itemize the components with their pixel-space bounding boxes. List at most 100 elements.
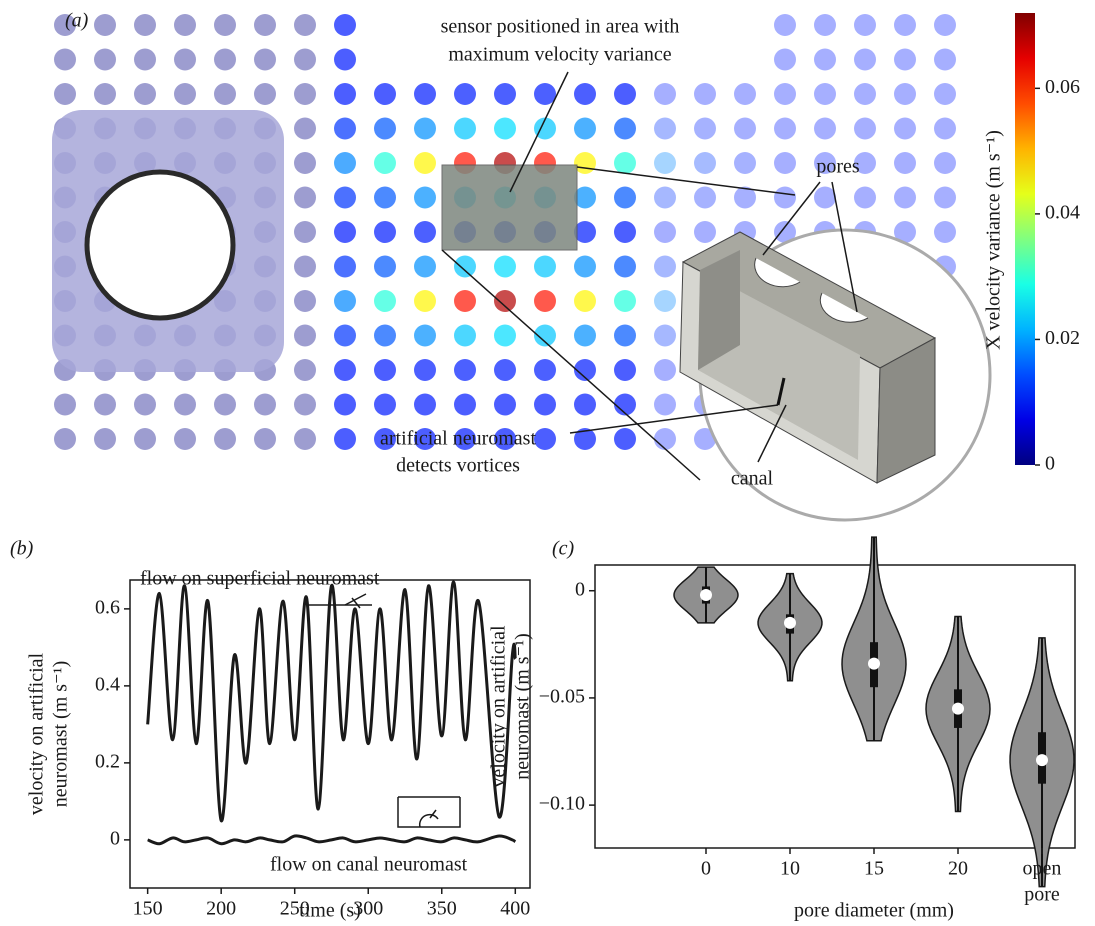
x-tick-label: 20 — [948, 858, 968, 880]
y-tick-label: 0.2 — [95, 750, 120, 772]
field-dot — [174, 428, 196, 450]
x-tick-label: 15 — [864, 858, 884, 880]
field-dot — [54, 49, 76, 71]
y-tick-label: 0 — [575, 578, 585, 600]
field-dot — [894, 14, 916, 36]
field-dot — [334, 394, 356, 416]
y-axis-label: velocity on artificial — [26, 652, 48, 815]
field-dot — [654, 290, 676, 312]
field-dot — [374, 187, 396, 209]
field-dot — [534, 256, 556, 278]
field-dot — [734, 118, 756, 140]
field-dot — [414, 359, 436, 381]
field-dot — [334, 83, 356, 105]
panel-label: (b) — [10, 538, 34, 560]
field-dot — [374, 290, 396, 312]
field-dot — [654, 83, 676, 105]
field-dot — [814, 118, 836, 140]
field-dot — [374, 152, 396, 174]
field-dot — [254, 394, 276, 416]
y-tick-label: 0.4 — [95, 673, 120, 695]
x-tick-label: 350 — [427, 898, 457, 920]
y-axis-label: velocity on artificial — [488, 625, 510, 788]
field-dot — [494, 290, 516, 312]
field-dot — [934, 187, 956, 209]
violin-median — [1036, 754, 1048, 766]
field-dot — [414, 394, 436, 416]
field-dot — [814, 83, 836, 105]
field-dot — [894, 118, 916, 140]
field-dot — [414, 325, 436, 347]
field-dot — [134, 394, 156, 416]
field-dot — [254, 14, 276, 36]
field-dot — [734, 83, 756, 105]
field-dot — [614, 428, 636, 450]
field-dot — [294, 290, 316, 312]
field-dot — [694, 152, 716, 174]
field-dot — [534, 359, 556, 381]
field-dot — [214, 49, 236, 71]
field-dot — [294, 187, 316, 209]
field-dot — [934, 221, 956, 243]
colorbar-tick-label: 0.06 — [1045, 76, 1080, 98]
series-label: flow on superficial neuromast — [140, 568, 380, 590]
field-dot — [494, 394, 516, 416]
x-tick-label: pore — [1024, 884, 1060, 906]
field-dot — [774, 14, 796, 36]
field-dot — [654, 359, 676, 381]
y-tick-label: 0.6 — [95, 596, 120, 618]
field-dot — [614, 325, 636, 347]
x-axis-label: pore diameter (mm) — [794, 900, 954, 922]
field-dot — [294, 152, 316, 174]
field-dot — [694, 187, 716, 209]
field-dot — [574, 290, 596, 312]
sensor — [442, 165, 577, 250]
field-dot — [134, 83, 156, 105]
field-dot — [334, 152, 356, 174]
colorbar-tick-label: 0 — [1045, 453, 1055, 475]
violin-median — [784, 617, 796, 629]
field-dot — [254, 49, 276, 71]
field-dot — [734, 152, 756, 174]
field-dot — [334, 359, 356, 381]
cylinder — [87, 172, 233, 318]
field-dot — [814, 187, 836, 209]
field-dot — [334, 256, 356, 278]
panel-label: (c) — [552, 538, 575, 560]
field-dot — [414, 152, 436, 174]
figure: (a) sensor positioned in area with maxim… — [0, 0, 1095, 926]
field-dot — [574, 394, 596, 416]
field-dot — [654, 325, 676, 347]
field-dot — [494, 359, 516, 381]
field-dot — [134, 14, 156, 36]
annotation: artificial neuromast — [380, 428, 536, 450]
series-label: flow on canal neuromast — [270, 854, 468, 876]
field-dot — [454, 359, 476, 381]
field-dot — [374, 359, 396, 381]
y-tick-label: −0.05 — [539, 686, 585, 708]
field-dot — [294, 428, 316, 450]
annotation: detects vortices — [396, 455, 520, 477]
field-dot — [334, 49, 356, 71]
field-dot — [894, 49, 916, 71]
x-tick-label: 300 — [353, 898, 383, 920]
violin-median — [700, 589, 712, 601]
y-tick-label: 0 — [110, 827, 120, 849]
x-tick-label: 0 — [701, 858, 711, 880]
field-dot — [374, 256, 396, 278]
field-dot — [454, 118, 476, 140]
field-dot — [934, 118, 956, 140]
series-line — [148, 836, 516, 844]
field-dot — [494, 83, 516, 105]
field-dot — [414, 118, 436, 140]
field-dot — [494, 256, 516, 278]
colorbar-tick-label: 0.04 — [1045, 201, 1080, 223]
annotation: sensor positioned in area with — [441, 16, 680, 38]
field-dot — [614, 152, 636, 174]
field-dot — [814, 14, 836, 36]
field-dot — [334, 325, 356, 347]
field-dot — [94, 428, 116, 450]
field-dot — [654, 428, 676, 450]
field-dot — [294, 14, 316, 36]
field-dot — [54, 394, 76, 416]
